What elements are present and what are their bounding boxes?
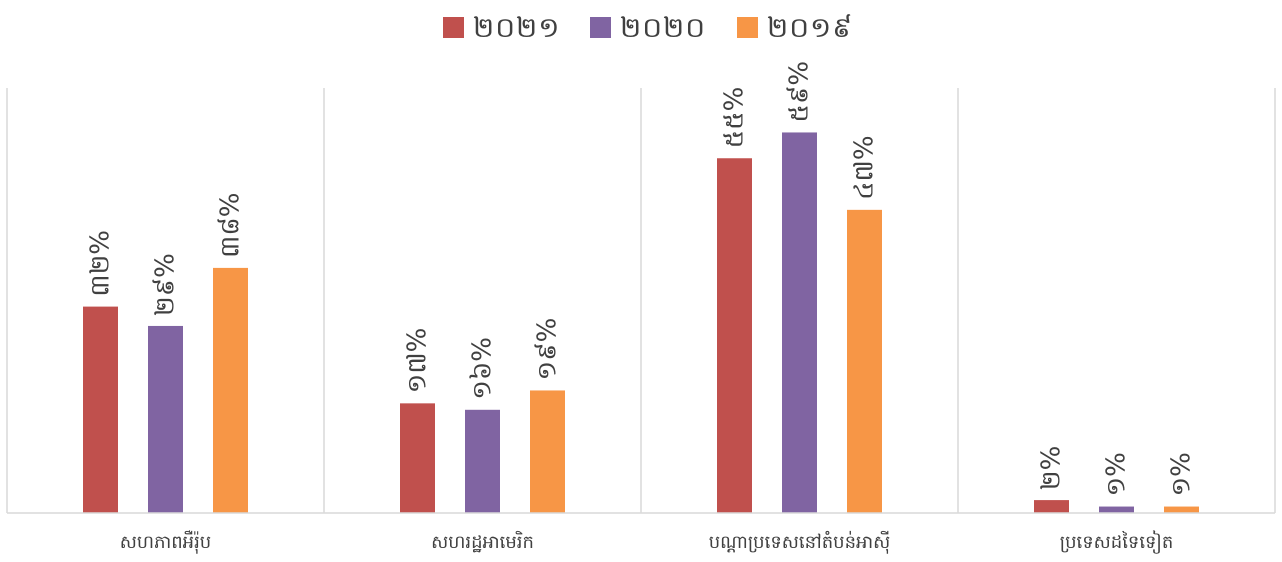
data-label-2-1: ២៩% — [151, 253, 181, 316]
bar-2-1 — [148, 325, 183, 513]
legend-swatch-2 — [590, 17, 611, 38]
data-label-3-1: ៣៨% — [216, 193, 246, 258]
chart-legend: ២០២១ ២០២០ ២០១៩ — [443, 11, 853, 44]
data-label-3-2: ១៩% — [533, 318, 563, 381]
data-label-2-3: ៥៩% — [785, 61, 815, 123]
bar-3-4 — [1164, 506, 1199, 513]
bar-1-3 — [717, 158, 752, 513]
category-label-1: សហភាពអឺរ៉ុប — [120, 530, 211, 554]
data-label-2-2: ១៦% — [468, 337, 498, 400]
bar-3-2 — [530, 390, 565, 513]
bar-2-4 — [1099, 506, 1134, 513]
data-label-1-2: ១៧% — [403, 328, 433, 394]
bar-1-2 — [400, 403, 435, 513]
data-label-1-3: ៥៥% — [720, 87, 750, 149]
legend-label-1: ២០២១ — [473, 11, 560, 44]
bar-3-3 — [847, 209, 882, 513]
data-label-1-1: ៣២% — [86, 230, 116, 297]
x-axis-category-labels: សហភាពអឺរ៉ុប សហរដ្ឋអាមេរិក បណ្ដាប្រទេសនៅតំប… — [120, 530, 1173, 554]
category-label-4: ប្រទេសដទៃទៀត — [1060, 530, 1174, 554]
bar-3-1 — [213, 267, 248, 513]
legend-swatch-1 — [443, 17, 464, 38]
legend-label-2: ២០២០ — [620, 11, 706, 44]
data-label-2-4: ១% — [1102, 452, 1132, 496]
category-separators — [6, 88, 1276, 513]
chart-bars — [83, 132, 1199, 513]
data-label-3-3: ៤៧% — [850, 135, 880, 199]
category-label-3: បណ្ដាប្រទេសនៅតំបន់អាស៊ី — [709, 530, 891, 554]
bar-1-4 — [1034, 500, 1069, 513]
legend-swatch-3 — [737, 17, 758, 38]
data-label-3-4: ១% — [1167, 452, 1197, 496]
category-label-2: សហរដ្ឋអាមេរិក — [431, 530, 534, 553]
legend-label-3: ២០១៩ — [767, 11, 853, 44]
bar-2-2 — [465, 409, 500, 513]
chart-data-labels: ៣២% ២៩% ៣៨% ១៧% ១៦% ១៩% ៥៥% ៥៩% ៤៧% ២% ១% ១% — [86, 61, 1197, 497]
bar-2-3 — [782, 132, 817, 513]
bar-1-1 — [83, 306, 118, 513]
data-label-1-4: ២% — [1037, 446, 1067, 490]
